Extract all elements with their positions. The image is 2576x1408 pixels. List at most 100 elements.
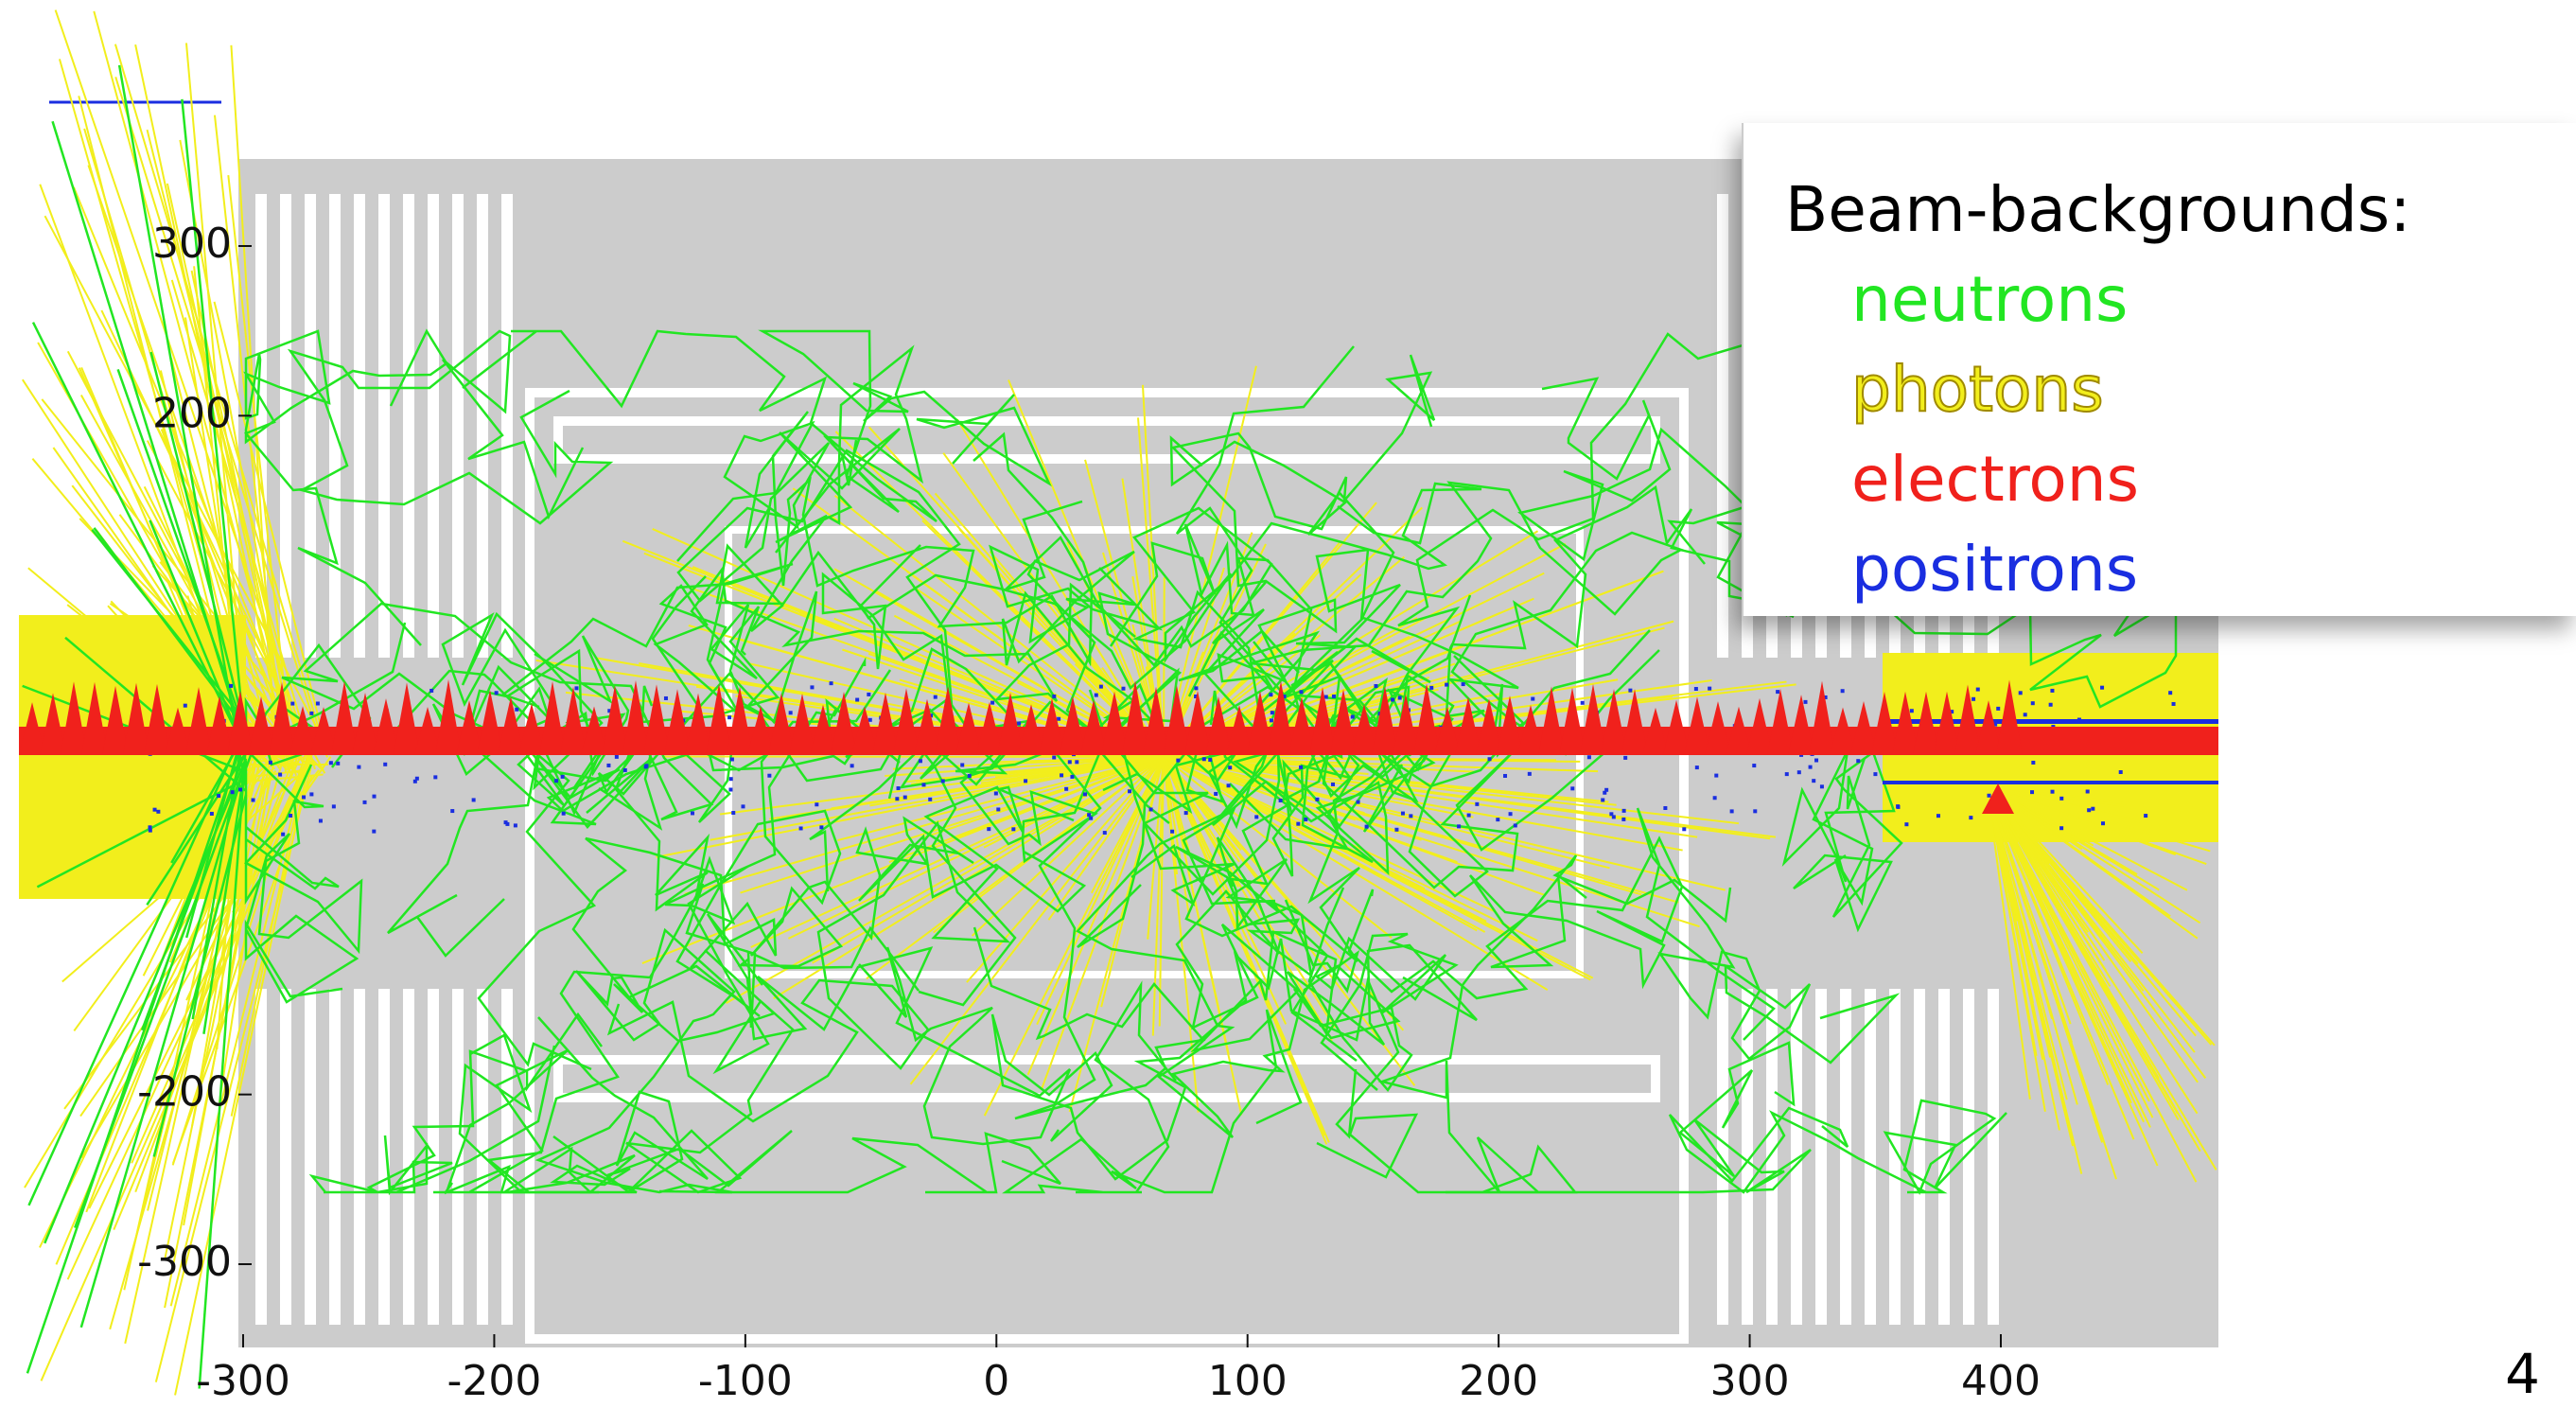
positron-hit [2101,821,2105,825]
positron-hit [1503,774,1507,778]
positron-line [1883,781,2218,784]
absorber-plate [1988,989,1999,1325]
positron-hit [1663,806,1667,810]
positron-hit [1269,693,1272,696]
positron-hit [1896,804,1900,808]
positron-hit [819,825,823,829]
positron-hit [1184,811,1188,815]
positron-hit [1752,764,1756,767]
absorber-plate [280,989,291,1325]
positron-hit [1531,697,1534,701]
positron-hit [2024,713,2027,716]
positron-hit [1149,807,1153,811]
absorber-plate [501,194,513,658]
positron-hit [1024,779,1027,783]
positron-hit [336,762,340,766]
positron-hit [850,764,854,767]
positron-hit [2087,808,2091,812]
positron-hit [815,802,818,806]
positron-hit [615,755,619,759]
positron-hit [1099,685,1103,689]
positron-hit [1331,783,1335,786]
positron-hit [2059,797,2063,801]
positron-hit [1996,707,2000,711]
positron-hit [664,696,668,700]
positron-hit [184,704,187,708]
positron-hit [941,779,945,783]
positron-hit [1457,824,1461,828]
positron-hit [1121,687,1125,691]
positron-hit [921,783,925,786]
positron-hit [1351,715,1355,719]
positron-hit [1017,721,1021,725]
positron-hit [302,795,306,799]
positron-hit [1394,828,1398,832]
positron-hit [2172,702,2176,706]
positron-hit [217,794,220,798]
positron-hit [1170,830,1174,834]
positron-hit [290,702,294,706]
positron-hit [867,693,870,696]
positron-hit [383,763,387,766]
positron-hit [968,774,972,778]
absorber-plate [329,194,341,658]
positron-hit [919,759,922,763]
positron-hit [1429,686,1433,690]
absorber-plate [329,989,341,1325]
legend-title: Beam-backgrounds: [1785,165,2576,255]
positron-hit [415,777,419,781]
positron-hit [1089,817,1093,820]
positron-hit [895,797,899,801]
positron-hit [269,761,272,765]
positron-hit [1391,698,1394,702]
positron-hit [562,812,566,816]
positron-hit [830,681,833,685]
positron-hit [1797,770,1801,774]
positron-hit [1176,759,1180,763]
positron-hit [1488,757,1492,761]
positron-hit [149,829,152,833]
positron-hit [1873,772,1877,776]
positron-hit [1052,695,1056,698]
positron-hit [1753,809,1757,813]
positron-hit [934,695,938,699]
positron-hit [1587,755,1591,759]
legend-item: positrons [1785,524,2576,614]
positron-hit [1708,687,1711,691]
positron-hit [928,798,932,801]
positron-hit [996,807,1000,811]
y-tick-label: -300 [137,1238,232,1286]
positron-hit [1509,812,1513,816]
positron-hit [278,773,282,777]
y-tick-label: 200 [152,389,232,437]
positron-hit [2030,790,2034,794]
positron-hit [156,810,160,814]
positron-hit [1622,809,1626,813]
positron-hit [1068,760,1072,764]
positron-hit [1299,690,1303,694]
positron-hit [363,801,367,804]
positron-hit [2019,691,2023,695]
positron-hit [2049,703,2053,707]
positron-hit [1128,789,1131,793]
positron-hit [2059,826,2063,830]
slide: -300-200-1000100200300400300200-200-300 … [0,0,2576,1408]
positron-hit [1628,689,1632,693]
positron-hit [1570,786,1574,790]
positron-hit [316,701,320,705]
positron-hit [281,833,285,836]
x-tick-label: -200 [447,1357,541,1405]
absorber-plate [354,194,365,658]
positron-hit [309,712,313,715]
positron-hit [1296,822,1300,826]
positron-hit [1609,812,1613,816]
absorber-plate [428,194,439,658]
positron-hit [730,757,734,761]
positron-hit [309,792,313,796]
positron-hit [1904,822,1908,826]
positron-hit [606,764,610,767]
positron-hit [1581,701,1585,705]
positron-hit [2031,761,2035,765]
positron-hit [1208,758,1212,762]
positron-hit [229,684,233,688]
